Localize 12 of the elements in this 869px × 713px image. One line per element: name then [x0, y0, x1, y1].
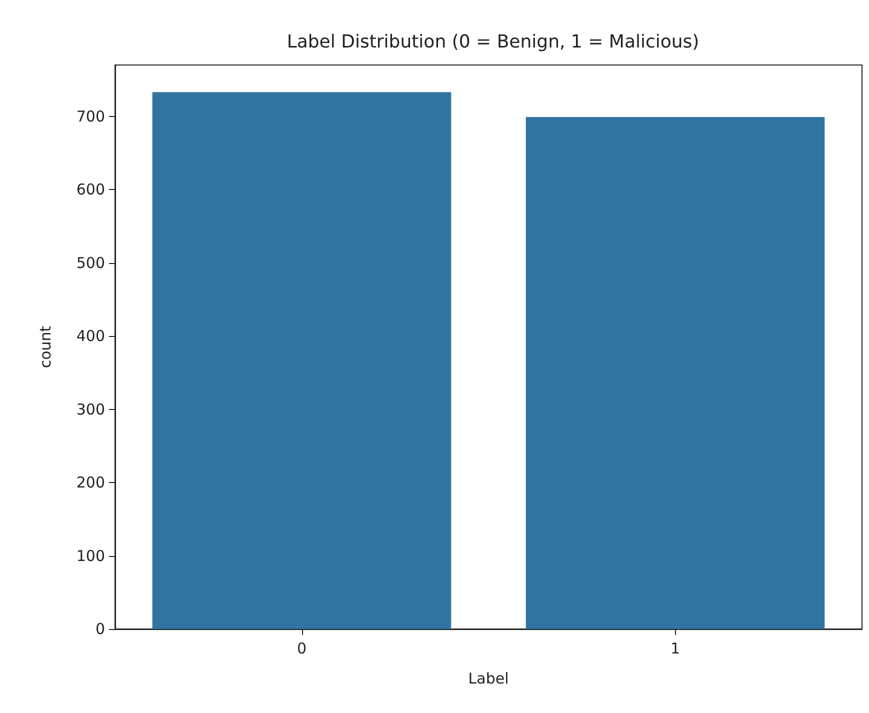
- y-tick-label: 700: [76, 107, 105, 126]
- y-tick-label: 500: [76, 254, 105, 272]
- y-tick-label: 0: [95, 620, 105, 638]
- x-axis-title: Label: [468, 670, 509, 688]
- y-axis-title: count: [36, 326, 54, 368]
- y-tick-label: 600: [76, 180, 105, 199]
- y-tick-label: 200: [76, 474, 105, 492]
- x-tick-label: 1: [670, 640, 680, 658]
- y-tick-label: 100: [76, 546, 105, 565]
- chart-title: Label Distribution (0 = Benign, 1 = Malicious): [286, 32, 700, 52]
- y-tick-label: 300: [76, 400, 105, 418]
- y-tick-label: 400: [76, 327, 105, 346]
